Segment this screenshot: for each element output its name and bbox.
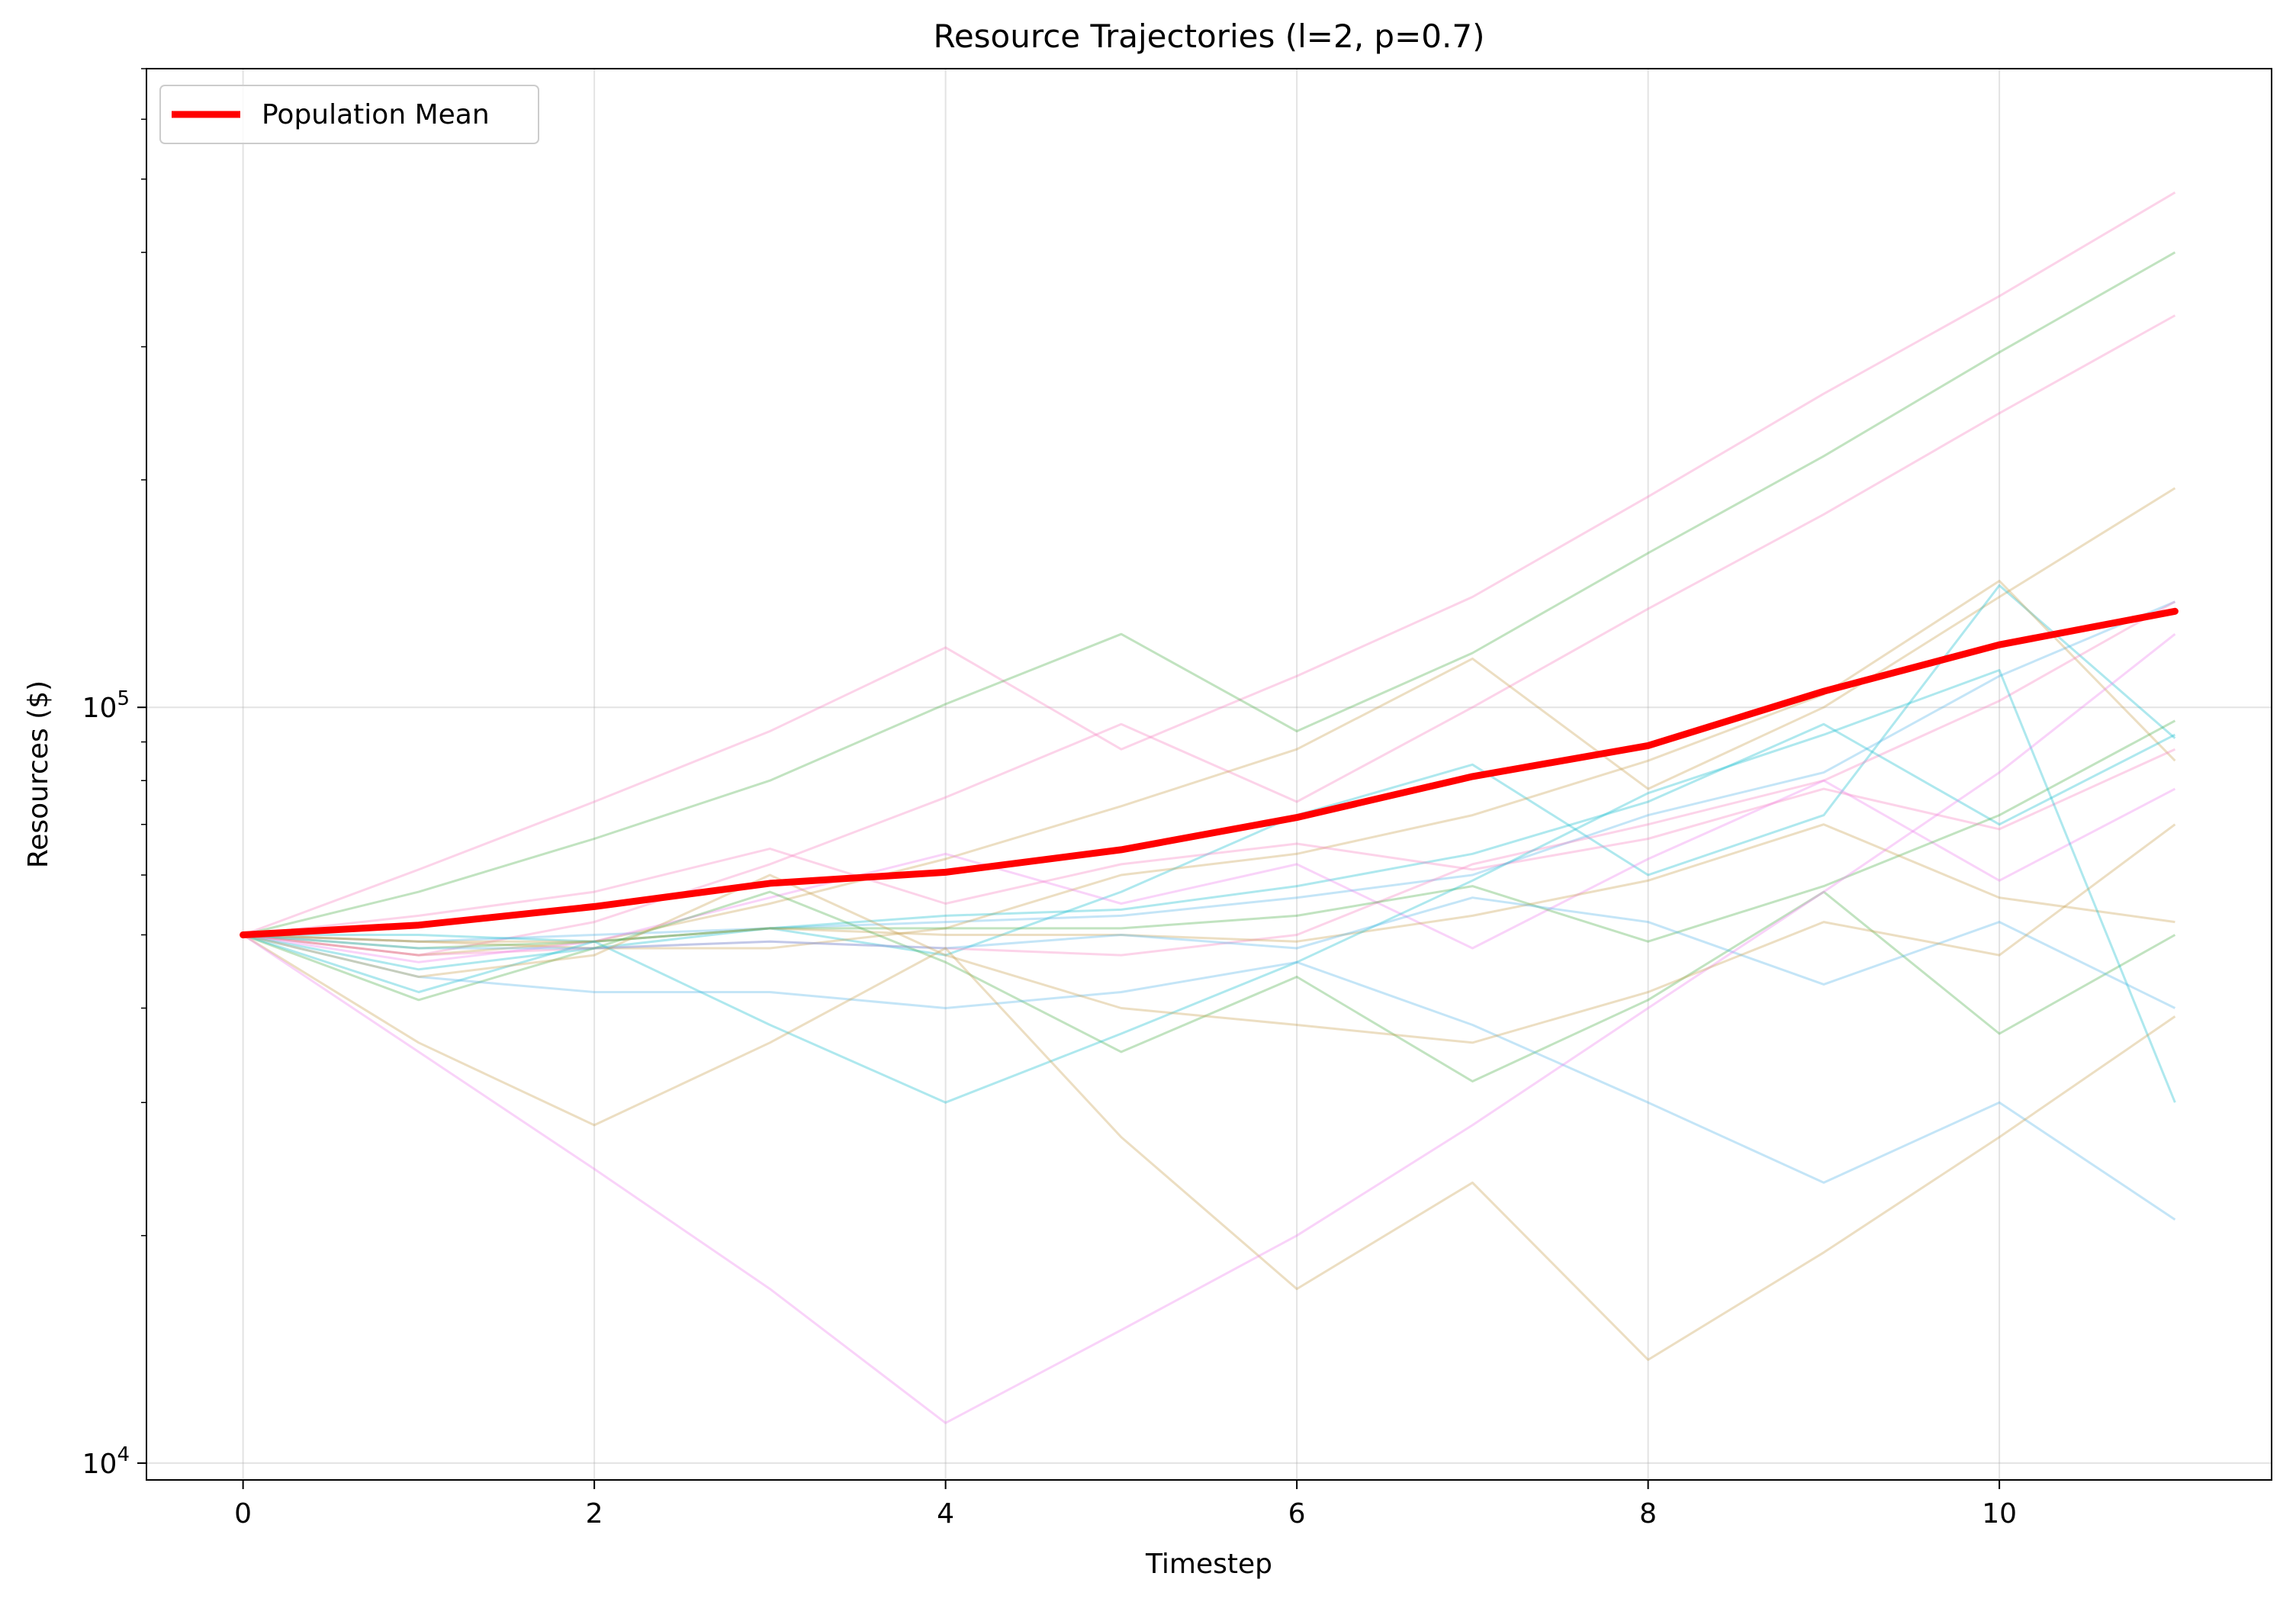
trajectory-line-7 (243, 580, 2176, 950)
mean-series (240, 607, 2179, 938)
trajectory-line-9 (243, 722, 2176, 943)
plot-frame (146, 68, 2272, 1481)
trajectory-line-16 (243, 934, 2176, 1221)
legend: Population Mean (159, 85, 539, 144)
x-tick-label: 0 (234, 1498, 252, 1530)
trajectory-line-2 (243, 251, 2176, 936)
trajectories (242, 191, 2176, 1424)
trajectory-line-17 (243, 896, 2176, 1009)
trajectory-line-4 (243, 487, 2176, 957)
y-tick-label: 104 (82, 1443, 130, 1480)
grid (146, 69, 2272, 1480)
trajectory-line-13 (243, 748, 2176, 936)
legend-box (159, 85, 539, 144)
x-tick-label: 6 (1288, 1498, 1306, 1530)
population-mean-line (240, 607, 2179, 938)
trajectory-line-12 (243, 823, 2175, 943)
y-tick-label: 105 (82, 687, 130, 724)
trajectory-line-6 (243, 600, 2175, 943)
chart-title: Resource Trajectories (l=2, p=0.7) (934, 18, 1485, 55)
trajectory-line-14 (243, 890, 2176, 1082)
trajectory-line-8 (243, 600, 2176, 957)
trajectory-line-18 (242, 934, 2176, 1361)
x-tick-label: 4 (937, 1498, 954, 1530)
trajectory-line-5 (243, 584, 2176, 971)
legend-label-population-mean: Population Mean (262, 99, 490, 130)
y-axis-label: Resources ($) (23, 680, 54, 868)
ticks: 0 2 4 6 8 10 104 105 (82, 68, 2017, 1530)
trajectory-line-3 (243, 314, 2176, 957)
trajectory-line-11 (243, 719, 2176, 950)
trajectory-line-10 (243, 779, 2176, 963)
trajectory-line-15 (243, 669, 2176, 1104)
trajectory-line-19 (242, 633, 2176, 1424)
x-tick-label: 10 (1982, 1498, 2017, 1530)
x-axis-label: Timestep (1145, 1549, 1272, 1580)
x-tick-label: 8 (1639, 1498, 1657, 1530)
trajectory-line-20 (243, 823, 2176, 1044)
x-tick-label: 2 (586, 1498, 603, 1530)
trajectory-line-1 (243, 191, 2176, 936)
